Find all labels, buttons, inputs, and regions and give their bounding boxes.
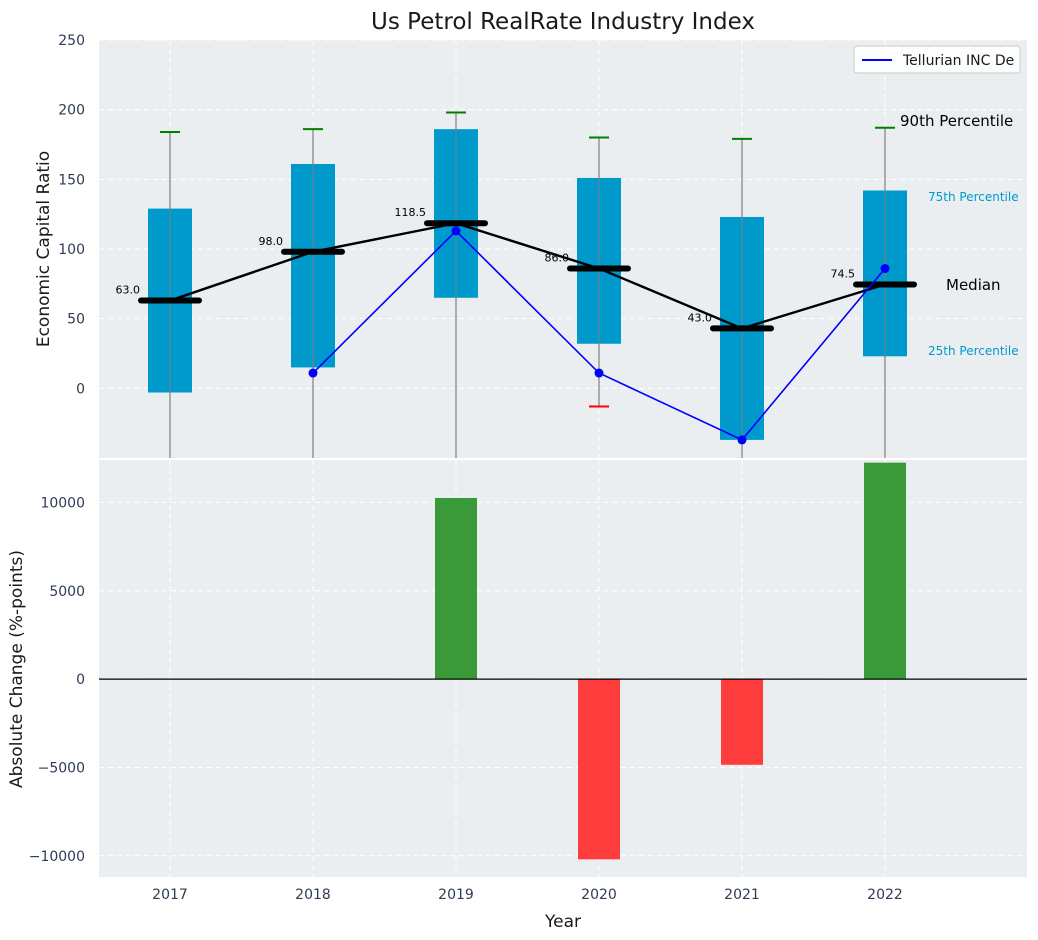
x-tick-label: 2022 bbox=[867, 887, 903, 903]
bottom-y-ticks: −10000 −5000 0 5000 10000 bbox=[29, 495, 85, 864]
change-bar bbox=[864, 462, 906, 680]
median-label: 86.0 bbox=[545, 252, 570, 265]
x-tick-label: 2018 bbox=[295, 887, 331, 903]
median-label: 98.0 bbox=[259, 235, 284, 248]
legend-box bbox=[853, 45, 1021, 74]
bottom-y-tick-label: −5000 bbox=[38, 760, 85, 776]
annotation-group: 90th Percentile 75th Percentile Median 2… bbox=[900, 112, 1019, 358]
top-y-ticks: 0 50 100 150 200 250 bbox=[58, 33, 85, 397]
median-label: 74.5 bbox=[831, 268, 856, 281]
change-bar bbox=[721, 679, 763, 765]
series-group bbox=[308, 226, 890, 445]
x-tick-label: 2021 bbox=[724, 887, 760, 903]
box-group: 63.0 98.0 118.5 86.0 43.0 74.5 bbox=[116, 111, 917, 458]
bottom-y-tick-label: −10000 bbox=[29, 849, 85, 865]
top-y-tick-label: 0 bbox=[76, 381, 85, 397]
legend: Tellurian INC De bbox=[853, 45, 1021, 74]
median-label: 63.0 bbox=[116, 284, 141, 297]
top-y-tick-label: 150 bbox=[58, 172, 85, 188]
top-y-tick-label: 250 bbox=[58, 33, 85, 49]
series-point bbox=[737, 435, 747, 445]
median-trend-line bbox=[169, 221, 886, 330]
x-tick-label: 2020 bbox=[581, 887, 617, 903]
annotation-p90: 90th Percentile bbox=[900, 112, 1013, 130]
x-ticks: 2017 2018 2019 2020 2021 2022 bbox=[152, 887, 903, 903]
top-y-tick-label: 50 bbox=[67, 312, 85, 328]
median-label: 118.5 bbox=[395, 206, 427, 219]
x-tick-label: 2017 bbox=[152, 887, 188, 903]
top-y-tick-label: 100 bbox=[58, 242, 85, 258]
annotation-p75: 75th Percentile bbox=[928, 190, 1019, 204]
series-point bbox=[880, 264, 890, 274]
chart-title: Us Petrol RealRate Industry Index bbox=[371, 9, 755, 35]
x-tick-label: 2019 bbox=[438, 887, 474, 903]
median-label: 43.0 bbox=[688, 311, 713, 324]
annotation-median: Median bbox=[946, 276, 1001, 294]
change-bar bbox=[578, 679, 620, 860]
x-axis-label: Year bbox=[544, 912, 581, 932]
series-point bbox=[594, 368, 604, 378]
bar-group bbox=[99, 462, 1027, 860]
bottom-y-tick-label: 10000 bbox=[40, 495, 85, 511]
bottom-y-tick-label: 0 bbox=[76, 672, 85, 688]
top-y-tick-label: 200 bbox=[58, 103, 85, 119]
series-point bbox=[451, 226, 461, 236]
top-y-axis-label: Economic Capital Ratio bbox=[34, 151, 54, 347]
legend-label: Tellurian INC De bbox=[902, 53, 1014, 69]
bottom-y-axis-label: Absolute Change (%-points) bbox=[7, 550, 27, 788]
series-point bbox=[308, 368, 318, 378]
bottom-y-tick-label: 5000 bbox=[49, 584, 85, 600]
annotation-p25: 25th Percentile bbox=[928, 344, 1019, 358]
change-bar bbox=[435, 497, 477, 680]
